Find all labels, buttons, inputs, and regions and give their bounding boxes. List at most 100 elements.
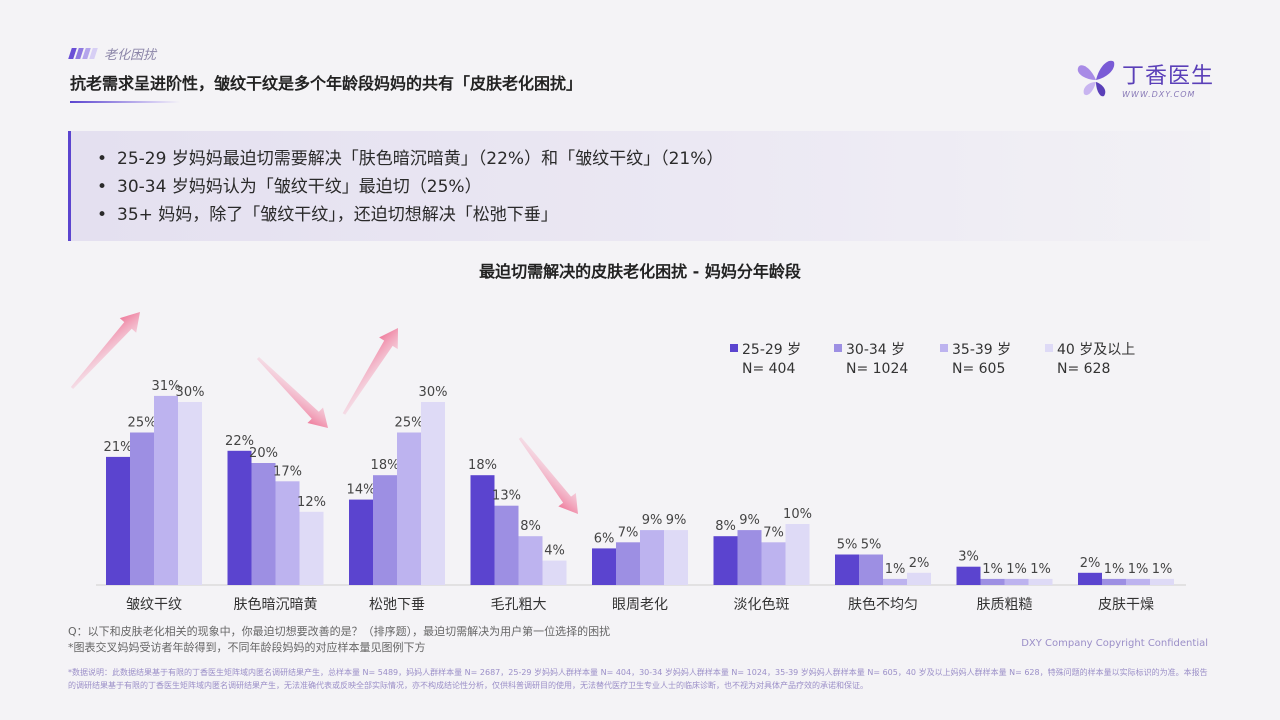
bar-value-label: 30% (419, 385, 448, 400)
bar-value-label: 2% (909, 556, 930, 571)
summary-box: 25-29 岁妈妈最迫切需要解决「肤色暗沉暗黄」（22%）和「皱纹干纹」（21%… (68, 131, 1210, 241)
bar (1078, 572, 1102, 585)
bar (299, 511, 324, 585)
bar (1126, 578, 1150, 585)
bar (518, 536, 543, 585)
bar (616, 542, 640, 585)
bar (470, 475, 495, 585)
bar-value-label: 17% (273, 464, 302, 479)
bar (397, 432, 421, 585)
category-label: 皱纹干纹 (126, 597, 182, 613)
legend-series-name: 25-29 岁 (742, 342, 801, 358)
bar-value-label: 3% (958, 550, 979, 565)
bar-value-label: 12% (297, 495, 326, 510)
category-label: 松弛下垂 (369, 597, 425, 613)
bar-value-label: 8% (520, 519, 541, 534)
category-label: 皮肤干燥 (1098, 597, 1154, 613)
category-label: 肤质粗糙 (977, 597, 1033, 613)
bar-value-label: 18% (468, 458, 497, 473)
bar-value-label: 9% (739, 513, 760, 528)
bar (1028, 578, 1053, 585)
bar (859, 554, 883, 585)
category-label: 毛孔粗大 (491, 597, 547, 613)
bar (373, 475, 397, 585)
bar (1150, 578, 1174, 585)
bar-value-label: 10% (783, 507, 812, 522)
bar-value-label: 25% (128, 416, 157, 431)
bar-value-label: 25% (395, 416, 424, 431)
bar (980, 578, 1005, 585)
legend-sample-size: N= 404 (742, 361, 795, 377)
bar-chart: 21%25%31%30%皱纹干纹22%20%17%12%肤色暗沉暗黄14%18%… (70, 312, 1186, 613)
legend-series-name: 40 岁及以上 (1057, 342, 1135, 358)
bar (178, 402, 202, 585)
bar (1004, 578, 1029, 585)
bar (494, 505, 519, 585)
bar-value-label: 22% (225, 434, 254, 449)
chart-title: 最迫切需解决的皮肤老化困扰 - 妈妈分年龄段 (479, 262, 801, 281)
bar-value-label: 18% (371, 458, 400, 473)
bar-value-label: 20% (249, 446, 278, 461)
bar (251, 463, 276, 585)
trend-arrow-icon (256, 356, 328, 428)
bar-value-label: 1% (1104, 562, 1125, 577)
bar-value-label: 31% (152, 379, 181, 394)
bar (592, 548, 616, 585)
bar (130, 432, 154, 585)
bar (956, 566, 981, 585)
bar (1102, 578, 1126, 585)
legend-swatch (1045, 344, 1053, 352)
bar (227, 450, 252, 585)
bar-value-label: 13% (492, 489, 521, 504)
bar-value-label: 4% (544, 544, 565, 559)
trend-arrow-icon (518, 437, 579, 514)
legend-swatch (730, 344, 738, 352)
bar (883, 578, 907, 585)
bar-value-label: 1% (982, 562, 1003, 577)
bar (761, 542, 786, 585)
category-label: 淡化色斑 (734, 596, 790, 613)
bar-value-label: 30% (176, 385, 205, 400)
bar-value-label: 5% (837, 538, 858, 553)
butterfly-logo-icon (1077, 60, 1115, 97)
legend-sample-size: N= 1024 (846, 361, 908, 377)
bar-value-label: 5% (861, 538, 882, 553)
bar (737, 530, 762, 585)
section-tag-bars-icon (68, 48, 98, 59)
bar-value-label: 1% (1128, 562, 1149, 577)
legend-sample-size: N= 605 (952, 361, 1005, 377)
bar (907, 572, 931, 585)
section-tag-label: 老化困扰 (104, 48, 157, 63)
bar-value-label: 14% (347, 483, 376, 498)
legend-swatch (834, 344, 842, 352)
bar-value-label: 1% (885, 562, 906, 577)
bar-value-label: 6% (594, 531, 615, 546)
section-tag: 老化困扰 (68, 44, 157, 63)
summary-bullet: 35+ 妈妈，除了「皱纹干纹」，还迫切想解决「松弛下垂」 (97, 201, 1210, 229)
bar-value-label: 1% (1006, 562, 1027, 577)
bar-value-label: 1% (1030, 562, 1051, 577)
trend-arrow-icon (342, 328, 399, 415)
legend-swatch (940, 344, 948, 352)
summary-bullet: 30-34 岁妈妈认为「皱纹干纹」最迫切（25%） (97, 173, 1210, 201)
bar-value-label: 21% (104, 440, 133, 455)
bar (542, 560, 567, 585)
bar (349, 499, 373, 585)
note-question: Q：以下和皮肤老化相关的现象中，你最迫切想要改善的是？（排序题），最迫切需解决为… (68, 625, 611, 638)
category-label: 肤色不均匀 (848, 596, 918, 613)
bar-value-label: 1% (1152, 562, 1173, 577)
bar-value-label: 2% (1080, 556, 1101, 571)
category-label: 眼周老化 (612, 597, 668, 613)
bar (835, 554, 859, 585)
bar-value-label: 9% (666, 513, 687, 528)
bar-value-label: 7% (763, 525, 784, 540)
bar (106, 456, 130, 585)
legend-sample-size: N= 628 (1057, 361, 1110, 377)
bar-value-label: 7% (618, 525, 639, 540)
legend-series-name: 30-34 岁 (846, 342, 905, 358)
bar (785, 524, 810, 585)
bar-value-label: 9% (642, 513, 663, 528)
bar (421, 402, 445, 585)
bar (640, 530, 664, 585)
bar (154, 395, 178, 585)
